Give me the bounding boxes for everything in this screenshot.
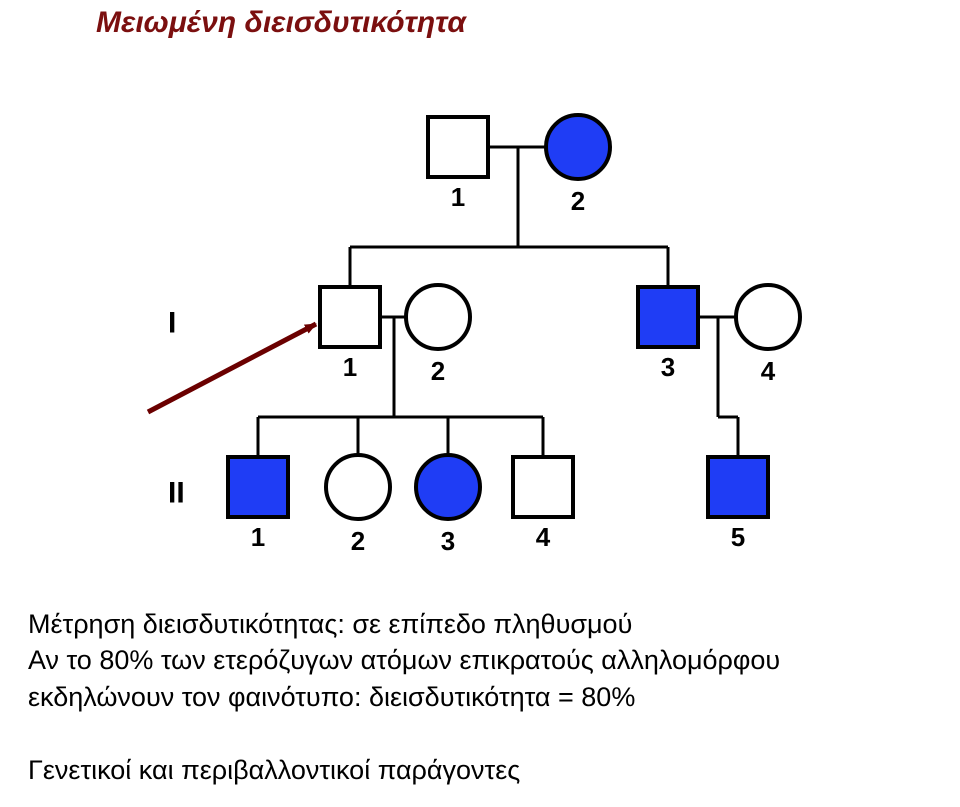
pedigree-node — [428, 117, 488, 177]
node-label: 4 — [761, 356, 776, 386]
node-label: 2 — [351, 526, 365, 556]
node-label: 1 — [251, 522, 265, 552]
nodes-layer: 1 2 1 2 3 4 1 2 3 4 5 — [228, 115, 800, 556]
node-label: 4 — [536, 522, 551, 552]
pedigree-node — [708, 457, 768, 517]
page-root: Μειωμένη διεισδυτικότητα 12123412345III … — [0, 0, 960, 807]
pedigree-diagram: 12123412345III — [108, 92, 882, 592]
pedigree-node — [320, 287, 380, 347]
pedigree-node — [513, 457, 573, 517]
body-line: Αν το 80% των ετερόζυγων ατόμων επικρατο… — [28, 642, 780, 678]
node-label: 3 — [661, 352, 675, 382]
pedigree-node — [228, 457, 288, 517]
node-label: 1 — [451, 182, 465, 212]
node-label: 3 — [441, 526, 455, 556]
body-line: εκδηλώνουν τον φαινότυπο: διεισδυτικότητ… — [28, 679, 780, 715]
generation-label: II — [168, 477, 185, 510]
generation-label: I — [168, 307, 176, 340]
pedigree-node — [546, 115, 610, 179]
node-label: 2 — [571, 186, 585, 216]
pedigree-node — [416, 455, 480, 519]
body-line: Μέτρηση διεισδυτικότητας: σε επίπεδο πλη… — [28, 606, 780, 642]
body-text: Μέτρηση διεισδυτικότητας: σε επίπεδο πλη… — [28, 606, 780, 788]
pedigree-node — [638, 287, 698, 347]
body-line — [28, 715, 780, 751]
node-label: 5 — [731, 522, 745, 552]
pedigree-node — [406, 285, 470, 349]
node-label: 1 — [343, 352, 357, 382]
pedigree-svg: 12123412345III — [108, 92, 882, 592]
pedigree-node — [326, 455, 390, 519]
page-title: Μειωμένη διεισδυτικότητα — [96, 6, 466, 40]
body-line: Γενετικοί και περιβαλλοντικοί παράγοντες — [28, 752, 780, 788]
pedigree-node — [736, 285, 800, 349]
node-label: 2 — [431, 356, 445, 386]
